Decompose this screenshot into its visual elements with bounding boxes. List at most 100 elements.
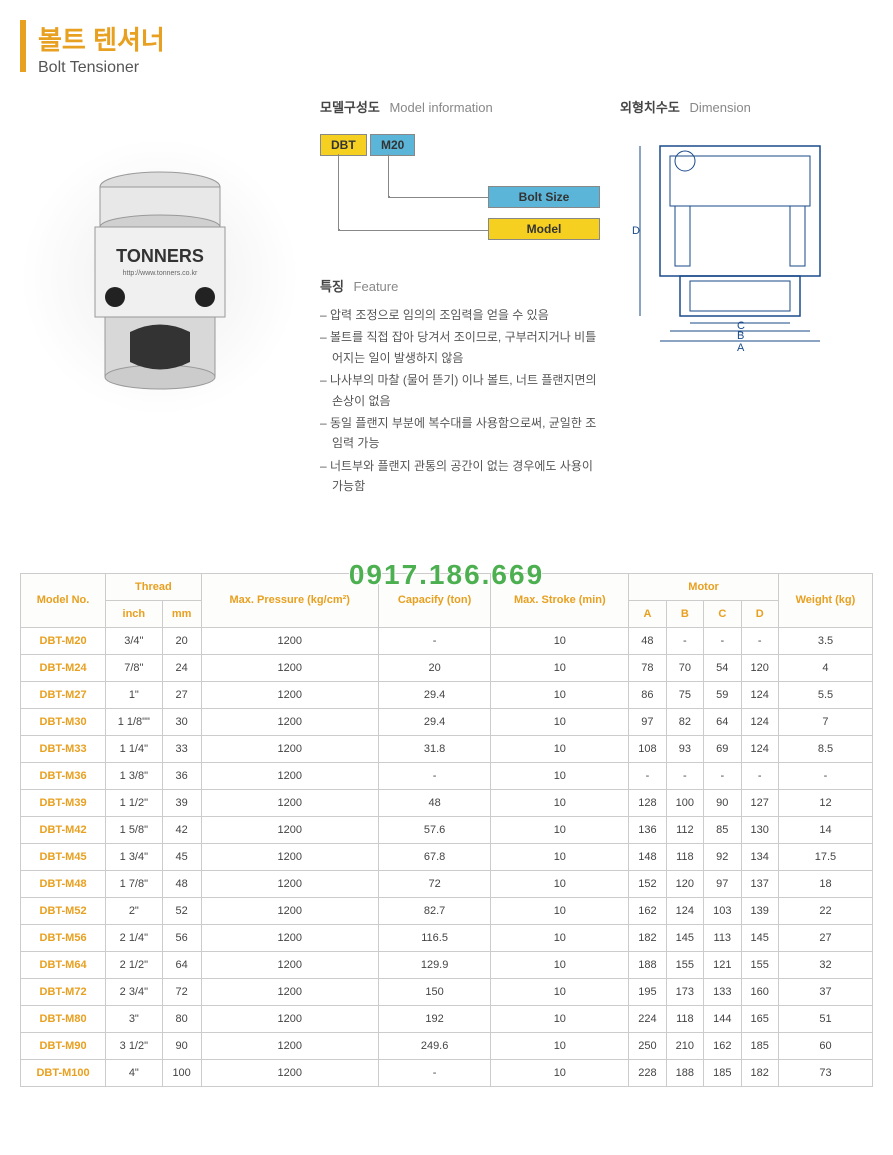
cell-model: DBT-M45: [21, 843, 106, 870]
cell-weight: 3.5: [778, 627, 872, 654]
table-row: DBT-M1004"1001200-1022818818518273: [21, 1059, 873, 1086]
cell-c: 54: [704, 654, 741, 681]
cell-a: 182: [629, 924, 666, 951]
cell-cap: 67.8: [378, 843, 491, 870]
cell-mm: 64: [162, 951, 201, 978]
cell-pressure: 1200: [201, 735, 378, 762]
cell-stroke: 10: [491, 627, 629, 654]
cell-cap: 20: [378, 654, 491, 681]
product-image: TONNERS http://www.tonners.co.kr: [20, 137, 300, 417]
cell-weight: 32: [778, 951, 872, 978]
cell-inch: 1 5/8": [106, 816, 162, 843]
cell-cap: 57.6: [378, 816, 491, 843]
cell-weight: 73: [778, 1059, 872, 1086]
cell-cap: 192: [378, 1005, 491, 1032]
cell-b: 93: [666, 735, 703, 762]
cell-stroke: 10: [491, 843, 629, 870]
cell-cap: 29.4: [378, 681, 491, 708]
cell-c: 113: [704, 924, 741, 951]
cell-a: 78: [629, 654, 666, 681]
cell-c: 103: [704, 897, 741, 924]
middle-column: 모델구성도 Model information DBT M20 Bolt Siz…: [320, 97, 600, 499]
top-section: TONNERS http://www.tonners.co.kr 모델구성도 M…: [20, 97, 873, 499]
cell-model: DBT-M20: [21, 627, 106, 654]
cell-stroke: 10: [491, 681, 629, 708]
cell-b: 155: [666, 951, 703, 978]
table-row: DBT-M331 1/4"33120031.81010893691248.5: [21, 735, 873, 762]
cell-cap: 116.5: [378, 924, 491, 951]
cell-c: -: [704, 627, 741, 654]
cell-cap: -: [378, 762, 491, 789]
cell-weight: 4: [778, 654, 872, 681]
cell-a: 48: [629, 627, 666, 654]
cell-stroke: 10: [491, 735, 629, 762]
cell-inch: 3": [106, 1005, 162, 1032]
table-row: DBT-M203/4"201200-1048---3.5: [21, 627, 873, 654]
cell-b: 210: [666, 1032, 703, 1059]
cell-weight: 17.5: [778, 843, 872, 870]
cell-pressure: 1200: [201, 978, 378, 1005]
label-model: Model: [488, 218, 600, 240]
cell-pressure: 1200: [201, 843, 378, 870]
table-row: DBT-M391 1/2"39120048101281009012712: [21, 789, 873, 816]
cell-weight: -: [778, 762, 872, 789]
cell-inch: 1": [106, 681, 162, 708]
cell-d: 160: [741, 978, 778, 1005]
connector-line: [388, 196, 488, 198]
table-row: DBT-M642 1/2"641200129.91018815512115532: [21, 951, 873, 978]
cell-a: 162: [629, 897, 666, 924]
title-block: 볼트 텐셔너 Bolt Tensioner: [38, 20, 165, 77]
cell-a: 86: [629, 681, 666, 708]
cell-c: 185: [704, 1059, 741, 1086]
th-a: A: [629, 600, 666, 627]
spec-table: Model No. Thread Max. Pressure (kg/cm²) …: [20, 573, 873, 1087]
cell-b: 188: [666, 1059, 703, 1086]
cell-cap: 48: [378, 789, 491, 816]
cell-stroke: 10: [491, 870, 629, 897]
cell-c: 90: [704, 789, 741, 816]
cell-b: -: [666, 762, 703, 789]
cell-stroke: 10: [491, 789, 629, 816]
accent-bar: [20, 20, 26, 72]
label-boltsize: Bolt Size: [488, 186, 600, 208]
cell-a: 188: [629, 951, 666, 978]
cell-b: 70: [666, 654, 703, 681]
cell-model: DBT-M33: [21, 735, 106, 762]
page-header: 볼트 텐셔너 Bolt Tensioner: [20, 20, 873, 77]
feature-item: 볼트를 직접 잡아 당겨서 조이므로, 구부러지거나 비틀어지는 일이 발생하지…: [320, 327, 600, 368]
title-kr: 볼트 텐셔너: [38, 20, 165, 57]
cell-mm: 39: [162, 789, 201, 816]
cell-mm: 30: [162, 708, 201, 735]
connector-line: [388, 154, 390, 197]
cell-stroke: 10: [491, 951, 629, 978]
cell-c: 69: [704, 735, 741, 762]
cell-stroke: 10: [491, 1032, 629, 1059]
th-b: B: [666, 600, 703, 627]
dimension-title: 외형치수도 Dimension: [620, 97, 860, 116]
cell-pressure: 1200: [201, 789, 378, 816]
cell-stroke: 10: [491, 924, 629, 951]
connector-line: [338, 229, 488, 231]
cell-model: DBT-M72: [21, 978, 106, 1005]
cell-inch: 4": [106, 1059, 162, 1086]
cell-a: 136: [629, 816, 666, 843]
table-row: DBT-M451 3/4"45120067.8101481189213417.5: [21, 843, 873, 870]
cell-model: DBT-M56: [21, 924, 106, 951]
cell-inch: 1 7/8": [106, 870, 162, 897]
cell-pressure: 1200: [201, 870, 378, 897]
cell-inch: 1 3/8": [106, 762, 162, 789]
cell-c: -: [704, 762, 741, 789]
cell-d: -: [741, 762, 778, 789]
cell-a: -: [629, 762, 666, 789]
cell-pressure: 1200: [201, 1005, 378, 1032]
model-info-diagram: DBT M20 Bolt Size Model: [320, 126, 600, 256]
cell-inch: 1 1/4": [106, 735, 162, 762]
feature-kr: 특징: [320, 279, 344, 294]
cell-model: DBT-M39: [21, 789, 106, 816]
cell-cap: -: [378, 627, 491, 654]
cell-weight: 27: [778, 924, 872, 951]
cell-d: 134: [741, 843, 778, 870]
table-row: DBT-M562 1/4"561200116.51018214511314527: [21, 924, 873, 951]
cell-b: 82: [666, 708, 703, 735]
cell-inch: 7/8": [106, 654, 162, 681]
